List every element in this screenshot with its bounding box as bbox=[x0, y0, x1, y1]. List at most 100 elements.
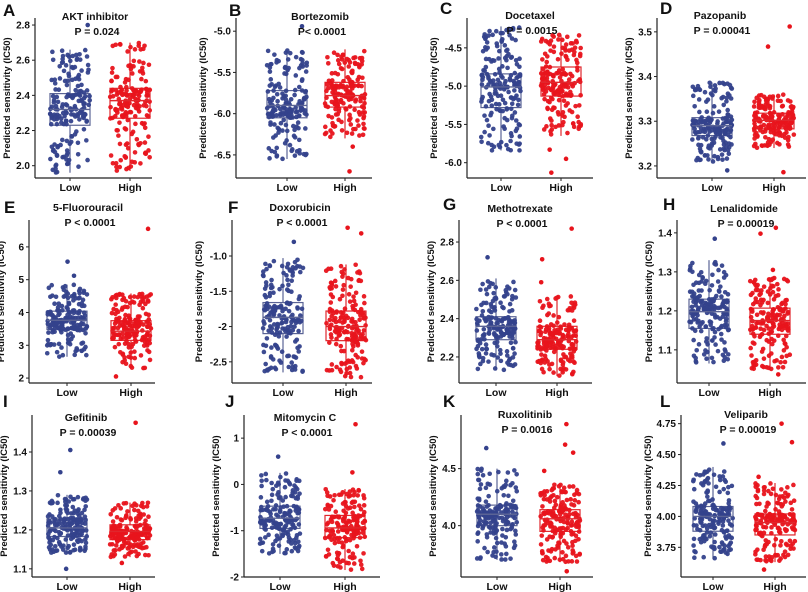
data-point bbox=[338, 65, 344, 71]
data-point bbox=[285, 277, 290, 283]
data-point bbox=[710, 92, 715, 98]
data-point bbox=[504, 349, 510, 354]
data-point bbox=[557, 540, 562, 546]
data-point bbox=[496, 102, 502, 107]
p-value: P< 0.0001 bbox=[298, 26, 346, 38]
data-point bbox=[545, 98, 551, 104]
data-point bbox=[499, 540, 504, 545]
data-point bbox=[336, 85, 342, 90]
data-point bbox=[753, 325, 759, 330]
data-point bbox=[775, 281, 780, 287]
data-point bbox=[52, 142, 57, 147]
data-point bbox=[773, 492, 779, 498]
data-point bbox=[541, 496, 547, 502]
data-point bbox=[487, 28, 492, 34]
data-point bbox=[773, 315, 778, 320]
data-point bbox=[353, 531, 359, 537]
data-point bbox=[292, 153, 298, 158]
data-point bbox=[132, 47, 138, 52]
data-point bbox=[783, 333, 789, 339]
data-point bbox=[340, 544, 346, 550]
data-point bbox=[266, 304, 272, 310]
data-point bbox=[497, 347, 503, 353]
data-point bbox=[355, 519, 360, 524]
data-point bbox=[491, 531, 497, 536]
data-point bbox=[324, 82, 330, 87]
data-point bbox=[476, 477, 482, 483]
outlier-point bbox=[539, 256, 545, 262]
data-point bbox=[122, 153, 128, 159]
data-point bbox=[560, 66, 565, 72]
data-point bbox=[295, 510, 300, 516]
data-point bbox=[560, 37, 565, 43]
data-point bbox=[137, 291, 142, 297]
data-point bbox=[561, 519, 567, 525]
data-point bbox=[277, 508, 283, 513]
data-point bbox=[486, 74, 491, 79]
data-point bbox=[705, 97, 711, 102]
data-point bbox=[549, 107, 555, 113]
data-point bbox=[334, 329, 339, 334]
data-point bbox=[139, 68, 145, 74]
data-point bbox=[482, 545, 487, 551]
data-point bbox=[511, 279, 516, 285]
data-point bbox=[486, 123, 491, 128]
x-tick-label: Low bbox=[60, 182, 82, 194]
x-tick-label: Low bbox=[270, 581, 292, 592]
data-point bbox=[514, 141, 519, 146]
data-point bbox=[59, 48, 65, 53]
data-point bbox=[559, 506, 565, 512]
data-point bbox=[493, 535, 499, 541]
data-point bbox=[274, 533, 280, 538]
data-point bbox=[275, 322, 281, 328]
data-point bbox=[50, 293, 55, 298]
data-point bbox=[322, 124, 328, 130]
data-point bbox=[691, 118, 697, 123]
data-point bbox=[341, 348, 347, 354]
data-point bbox=[761, 297, 766, 303]
data-point bbox=[496, 515, 502, 521]
data-point bbox=[282, 512, 288, 518]
data-point bbox=[356, 109, 362, 115]
data-point bbox=[287, 268, 293, 273]
panel-title: Mitomycin C bbox=[274, 412, 337, 424]
data-point bbox=[283, 88, 289, 94]
data-point bbox=[749, 353, 754, 358]
x-tick-label: High bbox=[549, 182, 572, 194]
y-tick-label: -1.0 bbox=[210, 251, 228, 262]
data-point bbox=[712, 505, 718, 510]
data-point bbox=[556, 483, 562, 489]
data-point bbox=[721, 486, 727, 492]
data-point bbox=[135, 542, 141, 547]
data-point bbox=[720, 80, 726, 86]
data-point bbox=[783, 121, 789, 127]
data-point bbox=[574, 60, 580, 66]
data-point bbox=[547, 41, 553, 47]
data-point bbox=[147, 357, 153, 363]
data-point bbox=[331, 497, 336, 503]
data-point bbox=[568, 497, 573, 502]
data-point bbox=[691, 486, 697, 492]
data-point bbox=[280, 283, 285, 289]
data-point bbox=[343, 313, 349, 319]
data-point bbox=[537, 298, 543, 304]
outlier-point bbox=[547, 147, 552, 152]
p-value: P < 0.0001 bbox=[497, 218, 548, 230]
data-point bbox=[546, 548, 551, 553]
data-point bbox=[489, 304, 494, 309]
data-point bbox=[562, 322, 567, 327]
data-point bbox=[555, 545, 561, 550]
data-point bbox=[694, 347, 700, 353]
data-point bbox=[287, 482, 293, 487]
data-point bbox=[755, 287, 761, 293]
data-point bbox=[769, 341, 775, 347]
data-point bbox=[67, 141, 73, 147]
data-point bbox=[109, 310, 115, 316]
data-point bbox=[699, 481, 704, 486]
data-point bbox=[138, 353, 144, 358]
data-point bbox=[707, 117, 712, 122]
data-point bbox=[52, 543, 58, 549]
data-point bbox=[514, 488, 520, 494]
data-point bbox=[286, 308, 292, 314]
data-point bbox=[143, 311, 149, 317]
